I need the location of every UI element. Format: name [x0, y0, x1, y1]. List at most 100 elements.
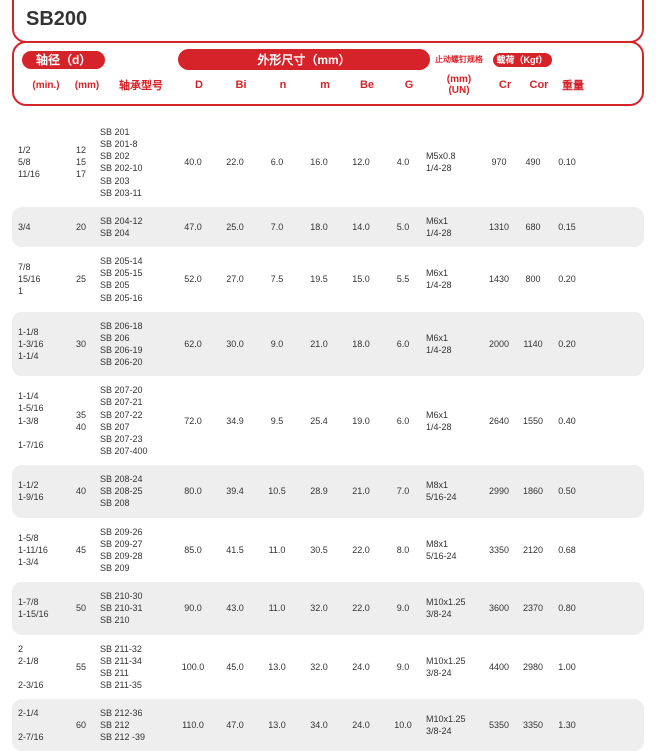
cell-G: 5.0	[382, 221, 424, 233]
cell-min: 7/8 15/16 1	[16, 261, 64, 297]
cell-G: 9.0	[382, 661, 424, 673]
cell-m: 25.4	[298, 415, 340, 427]
table-row: 3/420SB 204-12 SB 20447.025.07.018.014.0…	[12, 207, 644, 247]
cell-model: SB 204-12 SB 204	[98, 215, 172, 239]
hdr-screw-sub: (mm) (UN)	[430, 74, 488, 96]
cell-D: 62.0	[172, 338, 214, 350]
cell-Be: 15.0	[340, 273, 382, 285]
hdr-model: 轴承型号	[104, 77, 178, 93]
cell-Cor: 680	[516, 221, 550, 233]
cell-model: SB 210-30 SB 210-31 SB 210	[98, 590, 172, 626]
cell-min: 2-1/4 2-7/16	[16, 707, 64, 743]
cell-screw: M10x1.25 3/8-24	[424, 655, 482, 679]
cell-m: 21.0	[298, 338, 340, 350]
cell-wt: 0.20	[550, 338, 584, 350]
table-body: 1/2 5/8 11/1612 15 17SB 201 SB 201-8 SB …	[12, 118, 644, 751]
cell-min: 2 2-1/8 2-3/16	[16, 643, 64, 692]
cell-m: 16.0	[298, 156, 340, 168]
cell-Be: 24.0	[340, 719, 382, 731]
cell-screw: M5x0.8 1/4-28	[424, 150, 482, 174]
cell-wt: 0.50	[550, 485, 584, 497]
cell-Bi: 34.9	[214, 415, 256, 427]
cell-min: 1-5/8 1-11/16 1-3/4	[16, 532, 64, 568]
cell-screw: M8x1 5/16-24	[424, 538, 482, 562]
hdr-load: 载荷（Kgf）	[493, 53, 552, 67]
hdr-Cor: Cor	[522, 79, 556, 91]
table-row: 1-1/4 1-5/16 1-3/8 1-7/1635 40SB 207-20 …	[12, 376, 644, 465]
cell-Cr: 3600	[482, 602, 516, 614]
cell-Cr: 1430	[482, 273, 516, 285]
cell-Cor: 1140	[516, 338, 550, 350]
table-row: 1-1/2 1-9/1640SB 208-24 SB 208-25 SB 208…	[12, 465, 644, 517]
cell-model: SB 205-14 SB 205-15 SB 205 SB 205-16	[98, 255, 172, 304]
cell-G: 6.0	[382, 415, 424, 427]
cell-model: SB 201 SB 201-8 SB 202 SB 202-10 SB 203 …	[98, 126, 172, 199]
hdr-Cr: Cr	[488, 79, 522, 91]
cell-min: 3/4	[16, 221, 64, 233]
cell-m: 32.0	[298, 602, 340, 614]
cell-model: SB 207-20 SB 207-21 SB 207-22 SB 207 SB …	[98, 384, 172, 457]
cell-screw: M6x1 1/4-28	[424, 332, 482, 356]
cell-wt: 0.40	[550, 415, 584, 427]
cell-Cor: 490	[516, 156, 550, 168]
cell-n: 7.5	[256, 273, 298, 285]
hdr-G: G	[388, 79, 430, 91]
hdr-min: (min.)	[22, 80, 70, 91]
cell-Cor: 800	[516, 273, 550, 285]
cell-min: 1/2 5/8 11/16	[16, 144, 64, 180]
cell-D: 47.0	[172, 221, 214, 233]
cell-n: 9.5	[256, 415, 298, 427]
cell-Be: 24.0	[340, 661, 382, 673]
cell-Cr: 4400	[482, 661, 516, 673]
cell-Cr: 3350	[482, 544, 516, 556]
cell-Be: 18.0	[340, 338, 382, 350]
cell-n: 6.0	[256, 156, 298, 168]
hdr-weight: 重量	[556, 77, 590, 93]
cell-n: 7.0	[256, 221, 298, 233]
table-row: 1-1/8 1-3/16 1-1/430SB 206-18 SB 206 SB …	[12, 312, 644, 377]
table-row: 2 2-1/8 2-3/1655SB 211-32 SB 211-34 SB 2…	[12, 635, 644, 700]
cell-screw: M10x1.25 3/8-24	[424, 596, 482, 620]
cell-Bi: 22.0	[214, 156, 256, 168]
cell-model: SB 212-36 SB 212 SB 212 -39	[98, 707, 172, 743]
cell-model: SB 206-18 SB 206 SB 206-19 SB 206-20	[98, 320, 172, 369]
cell-screw: M8x1 5/16-24	[424, 479, 482, 503]
cell-G: 8.0	[382, 544, 424, 556]
cell-Cr: 1310	[482, 221, 516, 233]
table-row: 2-1/4 2-7/1660SB 212-36 SB 212 SB 212 -3…	[12, 699, 644, 751]
cell-m: 32.0	[298, 661, 340, 673]
cell-Bi: 47.0	[214, 719, 256, 731]
cell-G: 5.5	[382, 273, 424, 285]
cell-Cor: 2120	[516, 544, 550, 556]
cell-D: 85.0	[172, 544, 214, 556]
cell-min: 1-1/8 1-3/16 1-1/4	[16, 326, 64, 362]
cell-min: 1-1/4 1-5/16 1-3/8 1-7/16	[16, 390, 64, 451]
cell-Be: 19.0	[340, 415, 382, 427]
cell-G: 10.0	[382, 719, 424, 731]
cell-model: SB 209-26 SB 209-27 SB 209-28 SB 209	[98, 526, 172, 575]
cell-Be: 22.0	[340, 544, 382, 556]
hdr-m: m	[304, 79, 346, 91]
cell-Be: 21.0	[340, 485, 382, 497]
cell-wt: 1.30	[550, 719, 584, 731]
cell-m: 28.9	[298, 485, 340, 497]
cell-D: 72.0	[172, 415, 214, 427]
cell-screw: M6x1 1/4-28	[424, 267, 482, 291]
cell-n: 9.0	[256, 338, 298, 350]
cell-D: 90.0	[172, 602, 214, 614]
cell-screw: M10x1.25 3/8-24	[424, 713, 482, 737]
cell-mm: 25	[64, 273, 98, 285]
cell-mm: 30	[64, 338, 98, 350]
cell-G: 4.0	[382, 156, 424, 168]
table-row: 1/2 5/8 11/1612 15 17SB 201 SB 201-8 SB …	[12, 118, 644, 207]
cell-Bi: 30.0	[214, 338, 256, 350]
cell-Cor: 2370	[516, 602, 550, 614]
cell-D: 40.0	[172, 156, 214, 168]
hdr-Bi: Bi	[220, 79, 262, 91]
cell-Be: 14.0	[340, 221, 382, 233]
cell-Bi: 25.0	[214, 221, 256, 233]
cell-n: 11.0	[256, 602, 298, 614]
cell-m: 19.5	[298, 273, 340, 285]
cell-n: 13.0	[256, 661, 298, 673]
cell-Cor: 1550	[516, 415, 550, 427]
